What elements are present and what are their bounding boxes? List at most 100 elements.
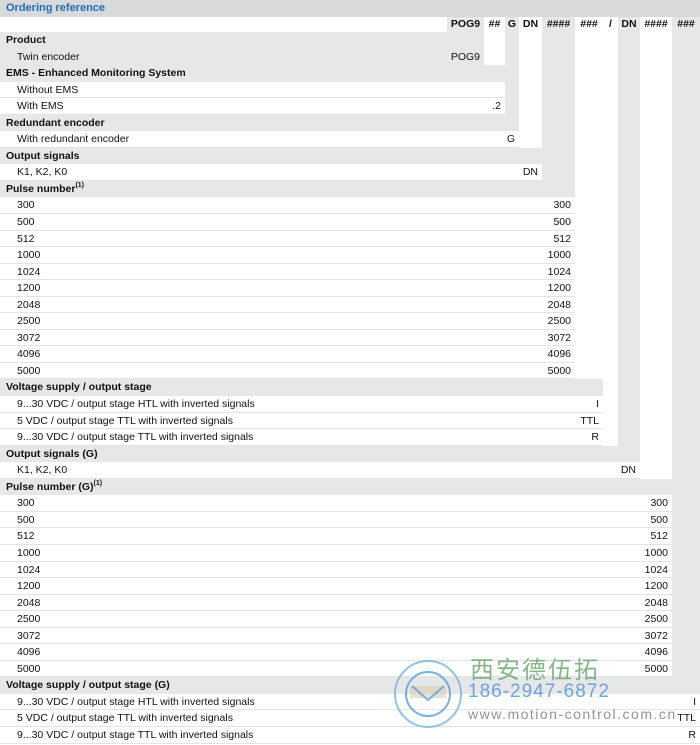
group-header: EMS - Enhanced Monitoring System (0, 65, 505, 82)
ordering-table: Product Twin encoder POG9 EMS - Enhanced Mo… (0, 32, 700, 744)
column-header: ## (488, 18, 501, 30)
column-header: #### (546, 18, 571, 30)
option-label: 1200 (17, 282, 41, 295)
option-row: 5000 5000 (0, 660, 672, 678)
option-label: 1000 (17, 546, 41, 559)
option-label: Twin encoder (17, 50, 80, 63)
option-row: 3072 3072 (0, 329, 575, 347)
column-header: #### (644, 18, 668, 30)
option-row: 2500 2500 (0, 611, 672, 628)
option-code: 2500 (547, 315, 571, 328)
group-header: Output signals (0, 147, 542, 165)
option-row: K1, K2, K0 DN (0, 462, 640, 479)
option-row: 3072 3072 (0, 627, 672, 645)
option-label: 300 (17, 497, 35, 510)
option-row: 9...30 VDC / output stage HTL with inver… (0, 693, 700, 711)
option-label: 5 VDC / output stage TTL with inverted s… (17, 414, 233, 427)
option-row: 9...30 VDC / output stage HTL with inver… (0, 396, 603, 413)
option-code: .2 (492, 100, 501, 113)
footnote-marker: (1) (75, 181, 84, 189)
option-code: 1200 (644, 580, 668, 593)
option-label: 2500 (17, 613, 41, 626)
column-header: ### (580, 18, 598, 30)
option-label: 500 (17, 513, 35, 526)
option-label: 300 (17, 199, 35, 212)
option-label: 4096 (17, 646, 41, 659)
option-label: Without EMS (17, 83, 79, 96)
option-label: 1024 (17, 265, 41, 278)
option-label: 3072 (17, 331, 41, 344)
column-header: / (609, 18, 612, 30)
option-code: 300 (553, 199, 571, 212)
option-code: 5000 (644, 662, 668, 675)
option-label: 512 (17, 530, 35, 543)
column-header: ### (677, 18, 695, 30)
option-row: 500 500 (0, 511, 672, 529)
option-label: 1000 (17, 249, 41, 262)
option-code: POG9 (450, 50, 480, 63)
option-code: 500 (650, 513, 668, 526)
option-code: R (688, 728, 696, 741)
column-stripe (672, 17, 700, 743)
option-row: 5 VDC / output stage TTL with inverted s… (0, 710, 700, 727)
option-code: DN (522, 166, 538, 179)
option-code: 1024 (547, 265, 571, 278)
option-row: 4096 4096 (0, 346, 575, 363)
option-code: I (693, 695, 696, 708)
option-label: With redundant encoder (17, 133, 130, 146)
option-code: G (506, 133, 515, 146)
option-label: With EMS (17, 100, 64, 113)
column-header: DN (522, 18, 539, 30)
group-header: Redundant encoder (0, 114, 519, 132)
option-row: 9...30 VDC / output stage TTL with inver… (0, 726, 700, 744)
option-code: R (591, 431, 599, 444)
option-code: 3072 (547, 331, 571, 344)
group-header: Output signals (G) (0, 445, 640, 463)
option-row: 1000 1000 (0, 544, 672, 562)
option-label: 2048 (17, 596, 41, 609)
option-label: 1200 (17, 580, 41, 593)
option-label: 9...30 VDC / output stage HTL with inver… (17, 398, 255, 411)
group-header: Pulse number(1) (0, 180, 575, 198)
option-row: 1024 1024 (0, 263, 575, 281)
group-header: Voltage supply / output stage (G) (0, 677, 700, 694)
column-header: POG9 (450, 18, 481, 30)
option-label: K1, K2, K0 (17, 464, 68, 477)
option-label: 9...30 VDC / output stage TTL with inver… (17, 728, 254, 741)
footnote-marker: (1) (93, 479, 103, 487)
option-label: 500 (17, 216, 35, 229)
option-row: 512 512 (0, 230, 575, 248)
option-label: K1, K2, K0 (17, 166, 68, 179)
option-label: 5000 (17, 364, 41, 377)
option-row: 5000 5000 (0, 362, 575, 380)
option-row: 9...30 VDC / output stage TTL with inver… (0, 429, 603, 446)
option-label: 4096 (17, 348, 41, 361)
option-label: 9...30 VDC / output stage HTL with inver… (17, 695, 255, 708)
option-code: TTL (580, 414, 599, 427)
option-row: Without EMS (0, 81, 505, 99)
option-code: 4096 (547, 348, 571, 361)
option-code: DN (620, 464, 636, 477)
option-label: 5 VDC / output stage TTL with inverted s… (17, 712, 233, 725)
option-label: 512 (17, 232, 35, 245)
option-code: 500 (553, 216, 571, 229)
group-header: Voltage supply / output stage (0, 379, 603, 397)
option-code: 1000 (644, 546, 668, 559)
option-code: 1000 (547, 249, 571, 262)
option-row: With redundant encoder G (0, 131, 519, 148)
option-row: 512 512 (0, 528, 672, 545)
option-row: 2048 2048 (0, 594, 672, 612)
group-header: Pulse number (G)(1) (0, 478, 672, 496)
option-row: 1200 1200 (0, 578, 672, 595)
option-code: 4096 (644, 646, 668, 659)
column-header: G (507, 18, 517, 30)
option-row: 4096 4096 (0, 644, 672, 661)
option-code: 2048 (547, 298, 571, 311)
option-row: 1024 1024 (0, 561, 672, 579)
option-label: 2500 (17, 315, 41, 328)
option-row: 2048 2048 (0, 296, 575, 314)
option-code: I (596, 398, 599, 411)
option-label: 3072 (17, 629, 41, 642)
section-title: Ordering reference (0, 0, 700, 17)
option-row: K1, K2, K0 DN (0, 164, 542, 181)
